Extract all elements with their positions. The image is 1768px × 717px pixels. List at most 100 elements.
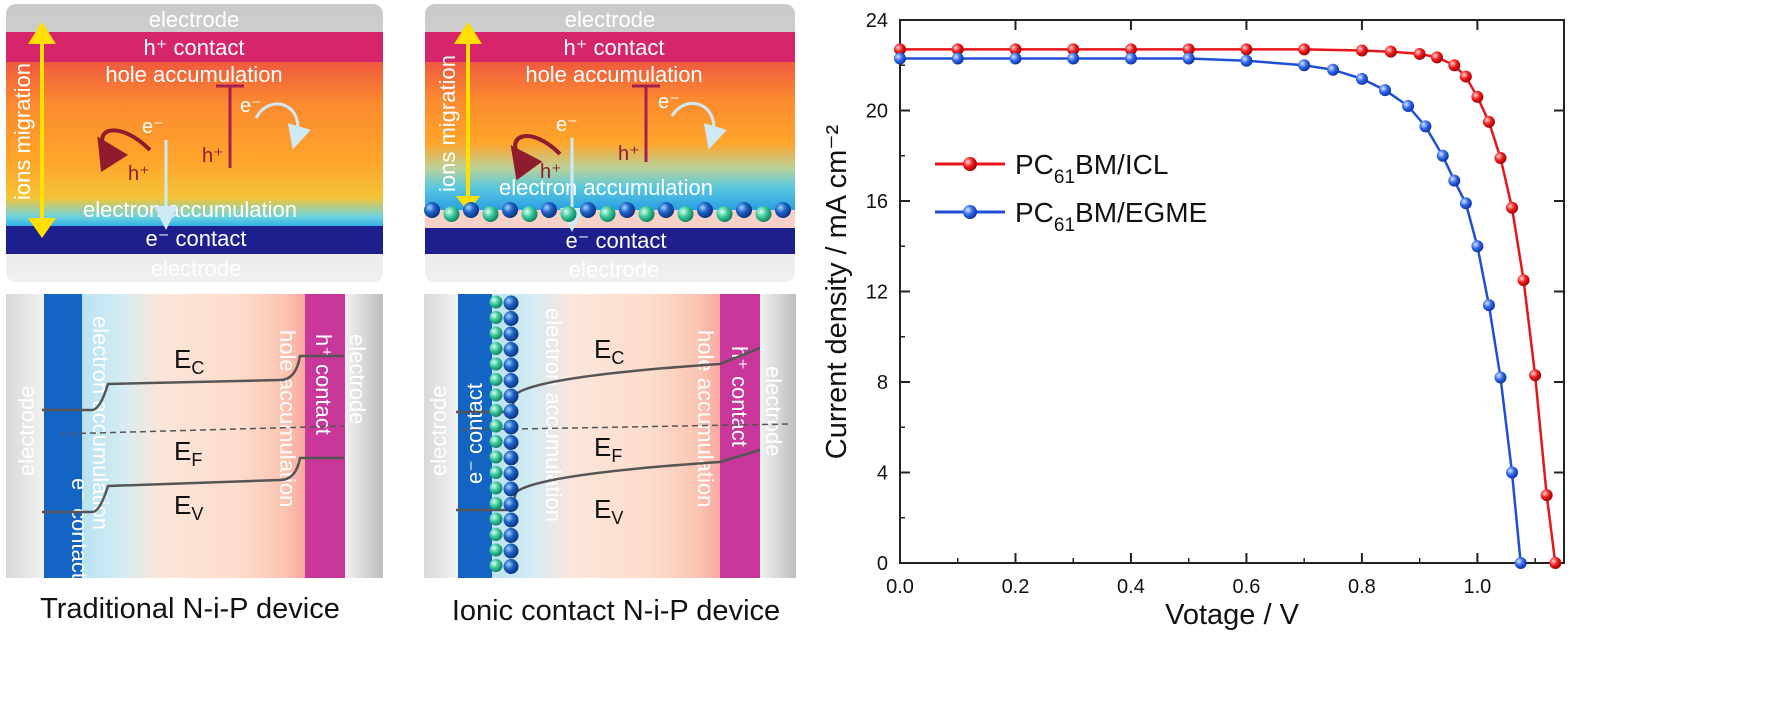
ion-ball <box>736 202 752 218</box>
bottom-left-panel: electrode e⁻ contact electron accumulati… <box>6 294 383 579</box>
caption-ionic: Ionic contact N-i-P device <box>452 595 780 627</box>
data-point <box>1298 43 1311 56</box>
electrode-bottom-label-2: electrode <box>569 257 660 282</box>
ion-ball <box>489 528 503 541</box>
series-layer <box>894 43 1562 569</box>
top-middle-panel: electrode h⁺ contact hole accumulation e… <box>424 4 795 282</box>
ion-ball <box>503 419 519 435</box>
data-point <box>1459 70 1472 83</box>
electron-accumulation-label-b2: electron accumulation <box>541 308 566 522</box>
ion-ball <box>489 481 503 495</box>
electron-accumulation-label-2: electron accumulation <box>499 175 713 200</box>
ion-ball <box>482 206 499 222</box>
ev-label: EV <box>174 490 203 524</box>
e-contact-label-b2: e⁻ contact <box>462 383 487 484</box>
x-tick-label: 0.0 <box>886 576 914 598</box>
electrode-left-label: electrode <box>14 385 39 476</box>
y-tick-label: 0 <box>877 553 888 575</box>
data-point <box>1494 152 1507 165</box>
data-point <box>951 43 964 56</box>
data-point <box>1384 45 1397 58</box>
electrode-left-label-2: electrode <box>426 385 451 476</box>
ion-ball <box>503 435 519 450</box>
ef-label-2: EF <box>594 432 622 466</box>
ion-ball <box>677 206 694 222</box>
h-contact-label-2: h⁺ contact <box>564 35 665 60</box>
ion-ball <box>502 202 518 218</box>
electrode-top-label: electrode <box>149 7 240 32</box>
ion-ball <box>619 202 635 218</box>
data-point <box>1009 43 1022 56</box>
x-tick-label: 1.0 <box>1463 576 1491 598</box>
ion-ball <box>489 388 503 402</box>
e-contact-label-b: e⁻ contact <box>67 478 92 579</box>
data-point <box>1540 489 1553 502</box>
data-point <box>1009 52 1022 65</box>
ion-ball <box>503 512 519 528</box>
y-axis-label: Current density / mA cm⁻² <box>821 124 853 459</box>
data-point <box>1482 299 1495 312</box>
ion-ball <box>503 326 519 342</box>
ion-ball <box>599 206 616 222</box>
ev-label-2: EV <box>594 494 623 528</box>
ion-ball <box>503 450 519 466</box>
ion-ball <box>580 202 596 218</box>
e-minus-label-2: e⁻ <box>556 114 578 136</box>
data-point <box>1517 274 1530 287</box>
ion-ball <box>521 206 538 222</box>
electron-curve-arrow <box>254 102 311 150</box>
series-line <box>900 57 1522 564</box>
legend: PC61BM/ICL PC61BM/EGME <box>935 149 1207 236</box>
ion-ball <box>503 404 519 419</box>
ion-ball <box>503 559 519 574</box>
x-axis-label: Votage / V <box>1165 599 1299 631</box>
data-point <box>1506 201 1519 214</box>
data-point <box>1355 44 1368 57</box>
electron-accumulation-label-b: electron accumulation <box>88 316 113 530</box>
e-minus-right-label: e⁻ <box>240 95 262 117</box>
data-point <box>1067 43 1080 56</box>
data-point <box>1124 43 1137 56</box>
ion-ball <box>489 559 503 572</box>
ion-ball <box>489 326 503 340</box>
ion-ball <box>463 202 479 218</box>
data-point <box>1402 99 1415 112</box>
ion-ball <box>503 342 519 357</box>
ion-ball <box>489 404 503 417</box>
h-contact-label-b2: h⁺ contact <box>727 346 752 447</box>
data-point <box>1240 43 1253 56</box>
series-line <box>900 48 1557 564</box>
ions-migration-arrow <box>28 22 56 238</box>
data-point <box>951 52 964 65</box>
ion-ball <box>489 295 503 309</box>
e-contact-label: e⁻ contact <box>146 226 247 251</box>
ion-ball <box>503 295 519 311</box>
ion-ball <box>503 543 519 559</box>
plot-frame <box>899 19 1565 564</box>
data-point <box>894 52 906 65</box>
ion-ball <box>560 206 577 222</box>
ion-ball <box>424 202 440 218</box>
electrode-bottom-label: electrode <box>151 256 242 281</box>
data-point <box>1182 43 1195 56</box>
y-tick-label: 4 <box>877 463 888 485</box>
ec-label: EC <box>174 344 204 378</box>
e-minus-right-label-2: e⁻ <box>658 91 680 113</box>
hole-accumulation-label-2: hole accumulation <box>525 62 702 87</box>
data-point <box>1413 47 1426 60</box>
data-point <box>1514 557 1527 569</box>
ions-migration-label: ions migration <box>10 63 35 200</box>
ion-ball <box>541 202 557 218</box>
ionic-layer-row <box>424 202 791 222</box>
x-tick-label: 0.4 <box>1117 576 1145 598</box>
data-point <box>1482 115 1495 128</box>
ion-ball <box>697 202 713 218</box>
ionic-layer-column <box>489 295 519 574</box>
ion-ball <box>489 373 503 386</box>
data-point <box>1506 466 1519 479</box>
y-tick-label: 24 <box>866 10 888 32</box>
ion-ball <box>658 202 674 218</box>
ion-ball <box>775 202 791 218</box>
caption-traditional: Traditional N-i-P device <box>40 593 340 625</box>
jv-chart: 0.0 0.2 0.4 0.6 0.8 1.0 0 4 8 12 16 20 24 Votage / … <box>821 10 1565 631</box>
